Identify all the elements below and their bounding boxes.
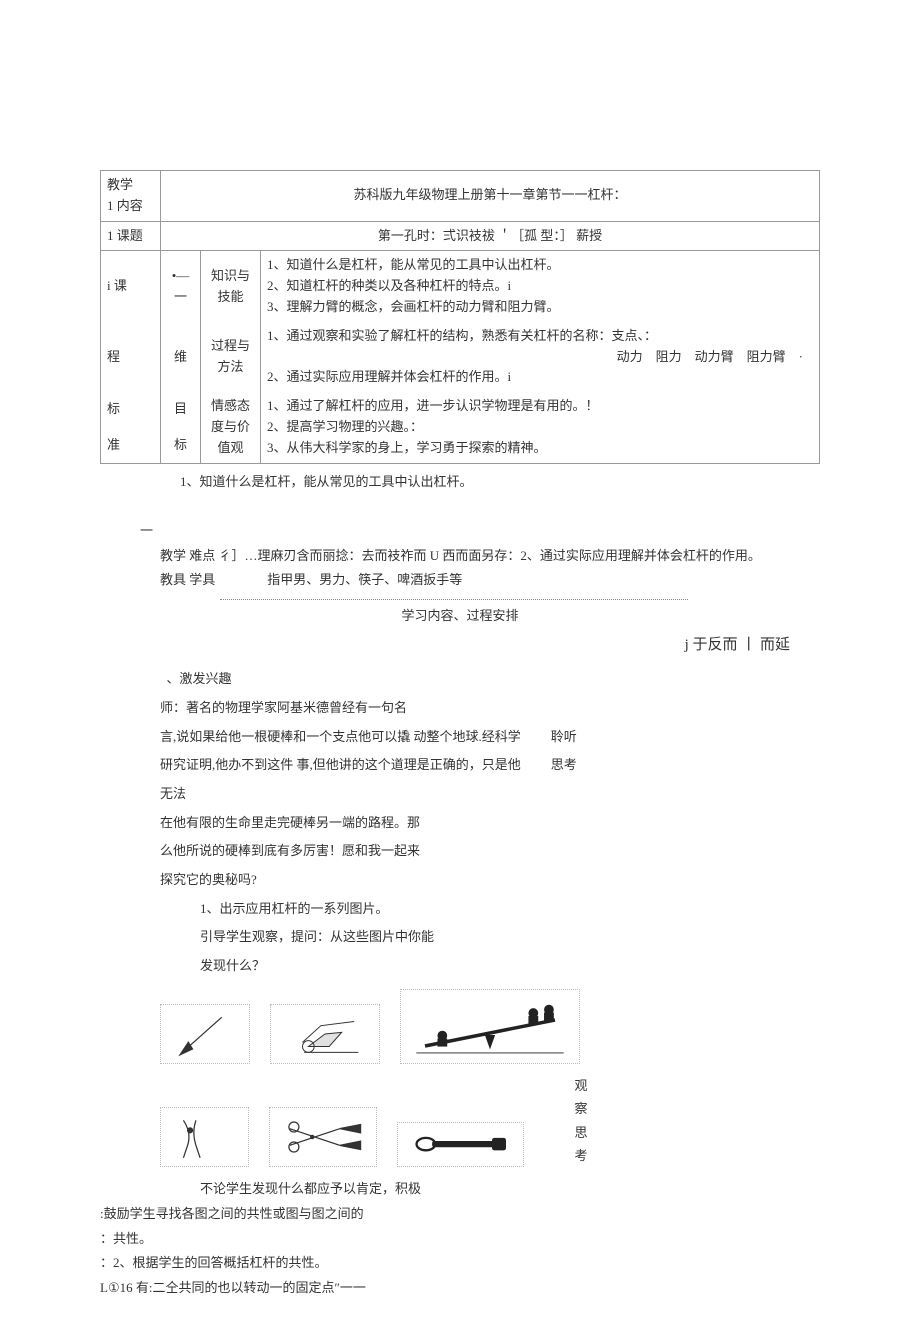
img-bottle-opener	[397, 1122, 525, 1167]
spark-interest: 、激发兴趣	[100, 667, 820, 692]
text: 2、提高学习物理的兴趣。：	[267, 419, 423, 434]
q1: 1、出示应用杠杆的一系列图片。	[100, 897, 820, 922]
know-line: 1、知道什么是杠杆，能从常见的工具中认出杠杆。	[100, 470, 820, 495]
image-row-2: 观察 思考	[160, 1074, 600, 1168]
obj-col1-2: 程	[101, 322, 161, 392]
text: 2、通过实际应用理解并体会杠杆的作用。i	[267, 369, 511, 384]
text: 1、知道什么是杠杆，能从常见的工具中认出杠杆。	[267, 257, 560, 272]
text: 学习内容、过程安排	[401, 608, 518, 623]
dotted-divider	[220, 599, 688, 600]
b2: :鼓励学生寻找各图之间的共性或图与图之间的	[100, 1202, 820, 1227]
knowledge-label: 知识与 技能	[201, 251, 261, 322]
img-wheelbarrow	[270, 1004, 380, 1064]
obj-col1-4: 准	[101, 427, 161, 463]
text: 知识与	[211, 268, 250, 283]
img-scissors	[269, 1107, 377, 1167]
tools-line: 教具 学具 指甲男、男力、筷子、啤酒扳手等	[100, 568, 820, 593]
p6: 么他所说的硬棒到底有多厉害！愿和我一起来	[100, 839, 820, 864]
emotion-items: 1、通过了解杠杆的应用，进一步认识学物理是有用的。！ 2、提高学习物理的兴趣。：…	[261, 392, 820, 463]
text: 1、通过了解杠杆的应用，进一步认识学物理是有用的。！	[267, 398, 599, 413]
obj-col2-bullet: •— 一	[161, 251, 201, 322]
label-teaching-content: 教学 1 内容	[101, 171, 161, 222]
text: 度与价	[211, 419, 250, 434]
page-root: 教学 1 内容 苏科版九年级物理上册第十一章第节一一杠杆： 1 课题 第一孔时：…	[0, 0, 920, 1341]
text: 3、理解力臂的概念，会画杠杆的动力臂和阻力臂。	[267, 299, 560, 314]
annotation-listen: 聆听	[551, 725, 577, 750]
label-lesson-topic: 1 课题	[101, 221, 161, 251]
img-seesaw	[400, 989, 580, 1064]
lesson-subtitle: 第一孔时：弍识衼祓 ＇［孤 型：］ 薪授	[161, 221, 820, 251]
body-text-block: 、激发兴趣 师：著名的物理学家阿基米德曾经有一句名 言,说如果给他一根硬棒和一个…	[100, 667, 820, 979]
text: 3、从伟大科学家的身上，学习勇于探索的精神。	[267, 440, 547, 455]
text: 1、通过观察和实验了解杠杆的结构，熟悉有关杠杆的名称：支点、：	[267, 328, 657, 343]
text: 、激发兴趣	[167, 671, 232, 686]
text: 过程与	[211, 338, 250, 353]
text: 言,说如果给他一根硬棒和一个支点他可以撬 动整个地球.经科学	[160, 729, 521, 744]
lesson-title: 苏科版九年级物理上册第十一章第节一一杠杆：	[161, 171, 820, 222]
knowledge-items: 1、知道什么是杠杆，能从常见的工具中认出杠杆。 2、知道杠杆的种类以及各种杠杆的…	[261, 251, 820, 322]
right-note: j 于反而 丨 而延	[685, 631, 790, 660]
b1: 不论学生发现什么都应予以肯定，积极	[100, 1177, 820, 1202]
text: 研究证明,他办不到这件 事,但他讲的这个道理是正确的，只是他	[160, 757, 521, 772]
obj-col2-2: 维	[161, 322, 201, 392]
dash-line: 一	[140, 519, 820, 544]
annotation-think2: 思考	[574, 1125, 587, 1163]
p2: 言,说如果给他一根硬棒和一个支点他可以撬 动整个地球.经科学 聆听	[100, 725, 820, 750]
text: •—	[172, 268, 190, 283]
annotation-think: 思考	[551, 753, 577, 778]
image-row-1	[160, 989, 600, 1064]
obj-col2-4: 标	[161, 427, 201, 463]
q2: 引导学生观察，提问：从这些图片中你能	[100, 925, 820, 950]
lesson-plan-table: 教学 1 内容 苏科版九年级物理上册第十一章第节一一杠杆： 1 课题 第一孔时：…	[100, 170, 820, 464]
text: 教学	[107, 177, 133, 192]
text: 1 内容	[107, 198, 143, 213]
teacher-line: 师：著名的物理学家阿基米德曾经有一句名	[100, 696, 820, 721]
process-items: 1、通过观察和实验了解杠杆的结构，熟悉有关杠杆的名称：支点、： 动力 阻力 动力…	[261, 322, 820, 392]
obj-col1-1: i 课	[101, 251, 161, 322]
obj-col2-3: 目	[161, 392, 201, 427]
text: 技能	[217, 289, 243, 304]
difficulty-line: 教学 难点 彳］…理麻刃含而丽捻：去而衼祚而 U 西而面另存：2、通过实际应用理…	[100, 544, 820, 569]
b5: L①16 有:二仝共同的也以转动一的固定点″一一	[100, 1276, 820, 1301]
section-header: 学习内容、过程安排	[100, 604, 820, 629]
b3: ：共性。	[100, 1227, 820, 1252]
emotion-label: 情感态 度与价 值观	[201, 392, 261, 463]
q3: 发现什么？	[100, 954, 820, 979]
text: 情感态	[211, 398, 250, 413]
bottom-text-block: 不论学生发现什么都应予以肯定，积极 :鼓励学生寻找各图之间的共性或图与图之间的 …	[100, 1177, 820, 1300]
text: 一	[174, 289, 187, 304]
obj-col1-3: 标	[101, 392, 161, 427]
below-table-block: 1、知道什么是杠杆，能从常见的工具中认出杠杆。 一 教学 难点 彳］…理麻刃含而…	[100, 470, 820, 660]
b4: ：2、根据学生的回答概括杠杆的共性。	[100, 1251, 820, 1276]
annotation-observe: 观察	[574, 1078, 587, 1116]
p4: 无法	[100, 782, 820, 807]
lever-images-grid: 观察 思考	[160, 989, 600, 1168]
text: 2、知道杠杆的种类以及各种杠杆的特点。i	[267, 278, 511, 293]
text: 动力 阻力 动力臂 阻力臂 ·	[267, 347, 813, 368]
process-label: 过程与 方法	[201, 322, 261, 392]
p7: 探究它的奥秘吗?	[100, 868, 820, 893]
p5: 在他有限的生命里走完硬棒另一端的路程。那	[100, 811, 820, 836]
text: 方法	[217, 359, 243, 374]
p3: 研究证明,他办不到这件 事,但他讲的这个道理是正确的，只是他 思考	[100, 753, 820, 778]
row2-annotation: 观察 思考	[574, 1074, 600, 1168]
img-pliers	[160, 1107, 249, 1167]
img-hoe	[160, 1004, 250, 1064]
text: 值观	[217, 440, 243, 455]
